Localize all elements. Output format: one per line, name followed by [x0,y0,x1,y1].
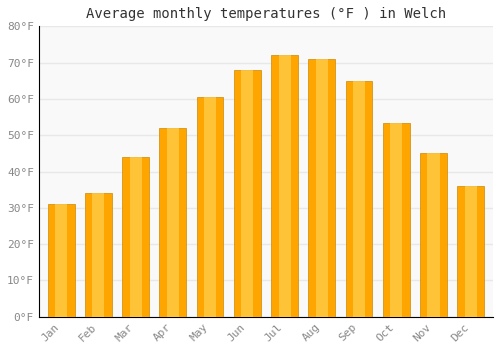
Bar [383,122,409,317]
Bar [92,193,104,317]
Bar [196,97,224,317]
Title: Average monthly temperatures (°F ) in Welch: Average monthly temperatures (°F ) in We… [86,7,446,21]
Bar [390,122,402,317]
Bar [167,128,179,317]
Bar [271,55,298,317]
Bar [316,59,328,317]
Bar [130,157,141,317]
Bar [278,55,290,317]
Bar [160,128,186,317]
Bar [122,157,149,317]
Bar [204,97,216,317]
Bar [242,70,254,317]
Bar [234,70,260,317]
Bar [420,153,447,317]
Bar [308,59,335,317]
Bar [85,193,112,317]
Bar [458,186,484,317]
Bar [55,204,67,317]
Bar [346,81,372,317]
Bar [48,204,74,317]
Bar [353,81,365,317]
Bar [428,153,440,317]
Bar [464,186,476,317]
